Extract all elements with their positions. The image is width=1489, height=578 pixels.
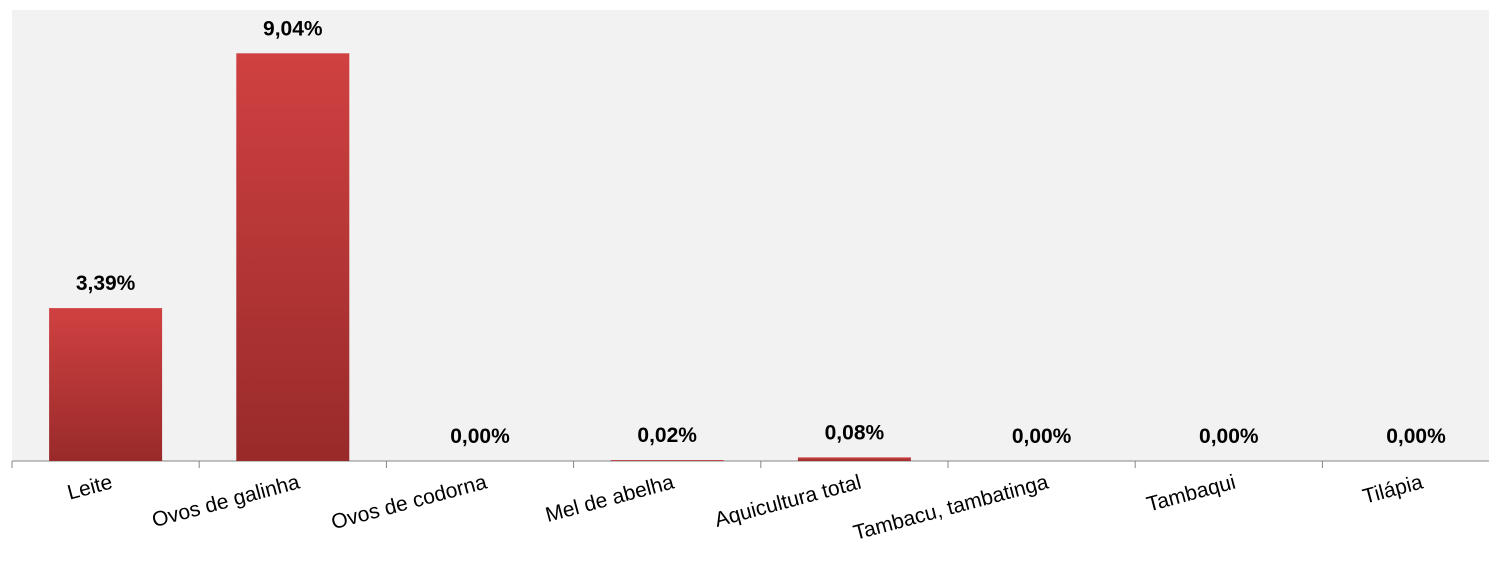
x-tick-label: Mel de abelha [543, 471, 677, 527]
value-label: 0,08% [825, 421, 885, 444]
bar [797, 457, 911, 461]
value-label: 3,39% [76, 272, 136, 295]
x-tick-label: Tambaqui [1144, 471, 1238, 517]
bar [610, 460, 724, 461]
x-tick-label: Tambacu, tambatinga [851, 471, 1051, 545]
value-label: 0,00% [1012, 425, 1072, 448]
value-label: 0,00% [1199, 425, 1259, 448]
bar [236, 53, 350, 462]
value-label: 9,04% [263, 17, 323, 40]
x-tick-label: Tilápia [1360, 471, 1425, 509]
value-label: 0,00% [1386, 425, 1446, 448]
x-tick-label: Ovos de galinha [150, 471, 303, 533]
plot-background [12, 10, 1489, 461]
bar [49, 308, 163, 461]
x-tick-label: Leite [65, 471, 115, 505]
x-tick-label: Aquicultura total [712, 471, 863, 532]
value-label: 0,00% [450, 425, 510, 448]
value-label: 0,02% [637, 424, 697, 447]
x-tick-label: Ovos de codorna [329, 471, 490, 535]
